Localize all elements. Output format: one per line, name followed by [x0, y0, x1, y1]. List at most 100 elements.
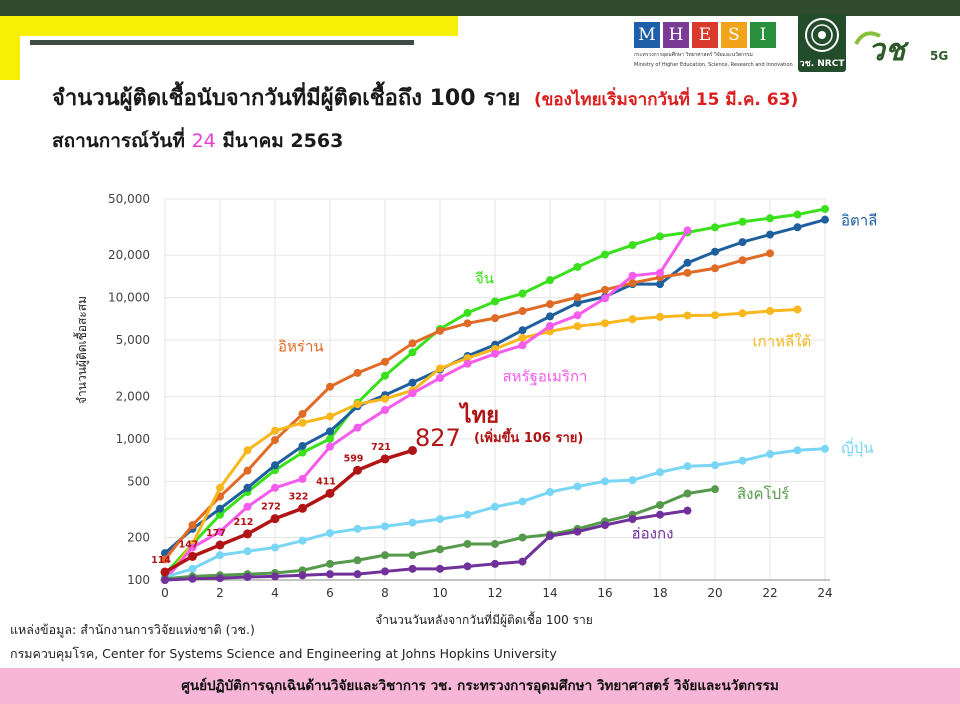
- data-point: [215, 540, 225, 550]
- x-tick-label: 22: [762, 586, 777, 600]
- data-point: [463, 359, 472, 368]
- brand-5g-logo: วช 5G: [850, 18, 960, 68]
- data-point: [271, 483, 279, 492]
- data-point: [601, 250, 609, 259]
- data-point: [436, 326, 444, 335]
- data-point: [546, 312, 554, 321]
- mhesi-subtitle-en: Ministry of Higher Education, Science, R…: [634, 62, 793, 68]
- data-point: [161, 555, 169, 564]
- brand-mark: วช: [868, 33, 910, 68]
- data-point: [683, 258, 692, 267]
- data-point: [738, 256, 747, 265]
- data-point: [270, 514, 280, 524]
- data-point: [656, 268, 664, 277]
- data-point: [188, 564, 197, 573]
- data-point: [325, 488, 335, 498]
- source-line-1: แหล่งข้อมูล: สำนักงานการวิจัยแห่งชาติ (ว…: [10, 622, 255, 637]
- data-point: [381, 394, 389, 403]
- data-label: 272: [261, 502, 281, 513]
- data-point: [683, 226, 692, 235]
- data-point: [326, 529, 334, 538]
- data-point: [243, 529, 252, 539]
- data-point: [243, 502, 252, 511]
- series-line: [163, 229, 689, 581]
- data-point: [381, 406, 389, 415]
- nrct-logo: วช. NRCT: [798, 14, 846, 72]
- series-name-label: อิหร่าน: [278, 338, 324, 356]
- data-point: [573, 527, 582, 536]
- data-point: [381, 522, 389, 531]
- data-point: [161, 576, 169, 584]
- data-point: [408, 378, 417, 387]
- data-point: [436, 515, 444, 524]
- data-point: [298, 409, 307, 418]
- data-point: [326, 434, 334, 443]
- data-point: [463, 319, 472, 328]
- data-point: [243, 466, 252, 475]
- thai-increase-label: (เพิ่มขึ้น 106 ราย): [474, 427, 583, 446]
- data-point: [628, 241, 637, 250]
- data-point: [436, 564, 444, 573]
- data-label: 721: [371, 442, 391, 453]
- data-point: [601, 285, 609, 294]
- data-point: [656, 280, 664, 289]
- data-point: [216, 574, 224, 583]
- title-main: จำนวนผู้ติดเชื้อนับจากวันที่มีผู้ติดเชื้…: [52, 86, 521, 111]
- x-tick-label: 4: [271, 586, 279, 600]
- data-point: [491, 297, 499, 306]
- data-point: [463, 539, 472, 548]
- x-tick-label: 8: [381, 586, 389, 600]
- data-point: [298, 474, 307, 483]
- data-point: [436, 364, 444, 373]
- data-point: [271, 543, 279, 552]
- data-point: [353, 570, 362, 579]
- mhesi-letter: M: [634, 22, 660, 48]
- data-point: [683, 311, 692, 320]
- data-point: [711, 311, 719, 320]
- data-point: [518, 533, 527, 542]
- x-tick-label: 16: [597, 586, 612, 600]
- data-point: [821, 215, 829, 224]
- series-name-label: จีน: [475, 269, 494, 287]
- mhesi-subtitle-th: กระทรวงการอุดมศึกษา วิทยาศาสตร์ วิจัยและ…: [634, 52, 753, 58]
- data-point: [546, 300, 554, 309]
- data-point: [243, 446, 252, 455]
- data-point: [271, 572, 279, 581]
- data-point: [793, 210, 802, 219]
- data-point: [518, 326, 527, 335]
- data-point: [573, 298, 582, 307]
- y-tick-label: 20,000: [108, 248, 150, 262]
- data-point: [298, 503, 307, 513]
- data-point: [656, 232, 664, 241]
- data-point: [463, 510, 472, 519]
- data-point: [188, 543, 197, 552]
- mhesi-letter: S: [721, 22, 747, 48]
- mhesi-letter: E: [692, 22, 718, 48]
- data-point: [408, 518, 417, 527]
- data-point: [518, 333, 527, 342]
- chart-series-labels: จีน อิตาลีอิหร่าน เกาหลีใต้สหรัฐอเมริกาญี่…: [278, 212, 877, 543]
- x-tick-label: 18: [652, 586, 667, 600]
- x-tick-label: 0: [161, 586, 169, 600]
- data-point: [271, 426, 279, 435]
- data-point: [271, 461, 279, 470]
- y-tick-label: 100: [127, 573, 150, 587]
- series-name-label: สหรัฐอเมริกา: [503, 367, 588, 385]
- y-tick-label: 50,000: [108, 192, 150, 206]
- data-point: [766, 230, 774, 239]
- data-point: [353, 368, 362, 377]
- x-tick-label: 12: [487, 586, 502, 600]
- data-point: [711, 247, 719, 256]
- data-point: [573, 322, 582, 331]
- data-point: [381, 567, 389, 576]
- title-note: (ของไทยเริ่มจากวันที่ 15 มี.ค. 63): [533, 90, 799, 110]
- data-point: [298, 571, 307, 580]
- data-point: [711, 223, 719, 232]
- data-point: [656, 312, 664, 321]
- data-label: 147: [179, 539, 199, 550]
- brand-swoosh-icon: [854, 31, 881, 45]
- data-point: [463, 308, 472, 317]
- source-line-2: กรมควบคุมโรค, Center for Systems Science…: [10, 646, 557, 661]
- y-axis-label: จำนวนผู้ติดเชื้อสะสม: [73, 296, 90, 404]
